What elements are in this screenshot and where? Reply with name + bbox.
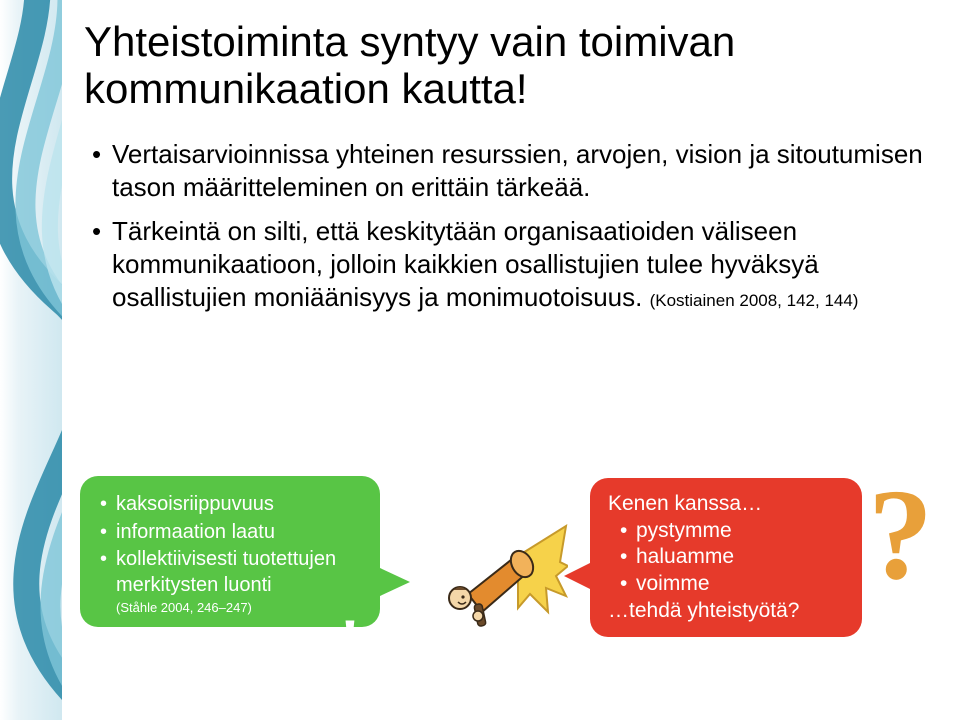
bullet-list: Vertaisarvioinnissa yhteinen resurssien,…	[90, 138, 930, 314]
green-callout: kaksoisriippuvuus informaation laatu kol…	[80, 476, 380, 627]
red-callout-tail	[564, 562, 592, 590]
bullet-cite: (Kostiainen 2008, 142, 144)	[650, 291, 859, 310]
bullet-text: Vertaisarvioinnissa yhteinen resurssien,…	[112, 139, 923, 202]
red-callout: Kenen kanssa… pystymme haluamme voimme ……	[590, 478, 862, 637]
bottom-row: kaksoisriippuvuus informaation laatu kol…	[80, 458, 940, 678]
red-item: voimme	[618, 571, 846, 597]
bullet-item: Vertaisarvioinnissa yhteinen resurssien,…	[90, 138, 930, 205]
decorative-rail	[0, 0, 62, 720]
exclamation-icon: !	[340, 606, 360, 675]
slide-title: Yhteistoiminta syntyy vain toimivan komm…	[84, 18, 930, 112]
red-list: pystymme haluamme voimme	[618, 518, 846, 597]
red-lead: Kenen kanssa…	[608, 492, 846, 516]
green-item: informaation laatu	[98, 520, 362, 546]
green-item: kollektiivisesti tuotettujen merkitysten…	[98, 547, 362, 598]
green-list: kaksoisriippuvuus informaation laatu kol…	[98, 492, 362, 598]
green-item: kaksoisriippuvuus	[98, 492, 362, 518]
green-callout-tail	[380, 568, 410, 596]
red-item: pystymme	[618, 518, 846, 544]
green-cite: (Ståhle 2004, 246–247)	[98, 600, 362, 615]
megaphone-icon	[448, 516, 568, 641]
red-item: haluamme	[618, 544, 846, 570]
swirl-icon	[0, 0, 62, 720]
question-mark-icon: ?	[868, 470, 933, 600]
bullet-item: Tärkeintä on silti, että keskitytään org…	[90, 215, 930, 315]
slide: Yhteistoiminta syntyy vain toimivan komm…	[0, 0, 960, 720]
red-tail-text: …tehdä yhteistyötä?	[608, 599, 846, 623]
